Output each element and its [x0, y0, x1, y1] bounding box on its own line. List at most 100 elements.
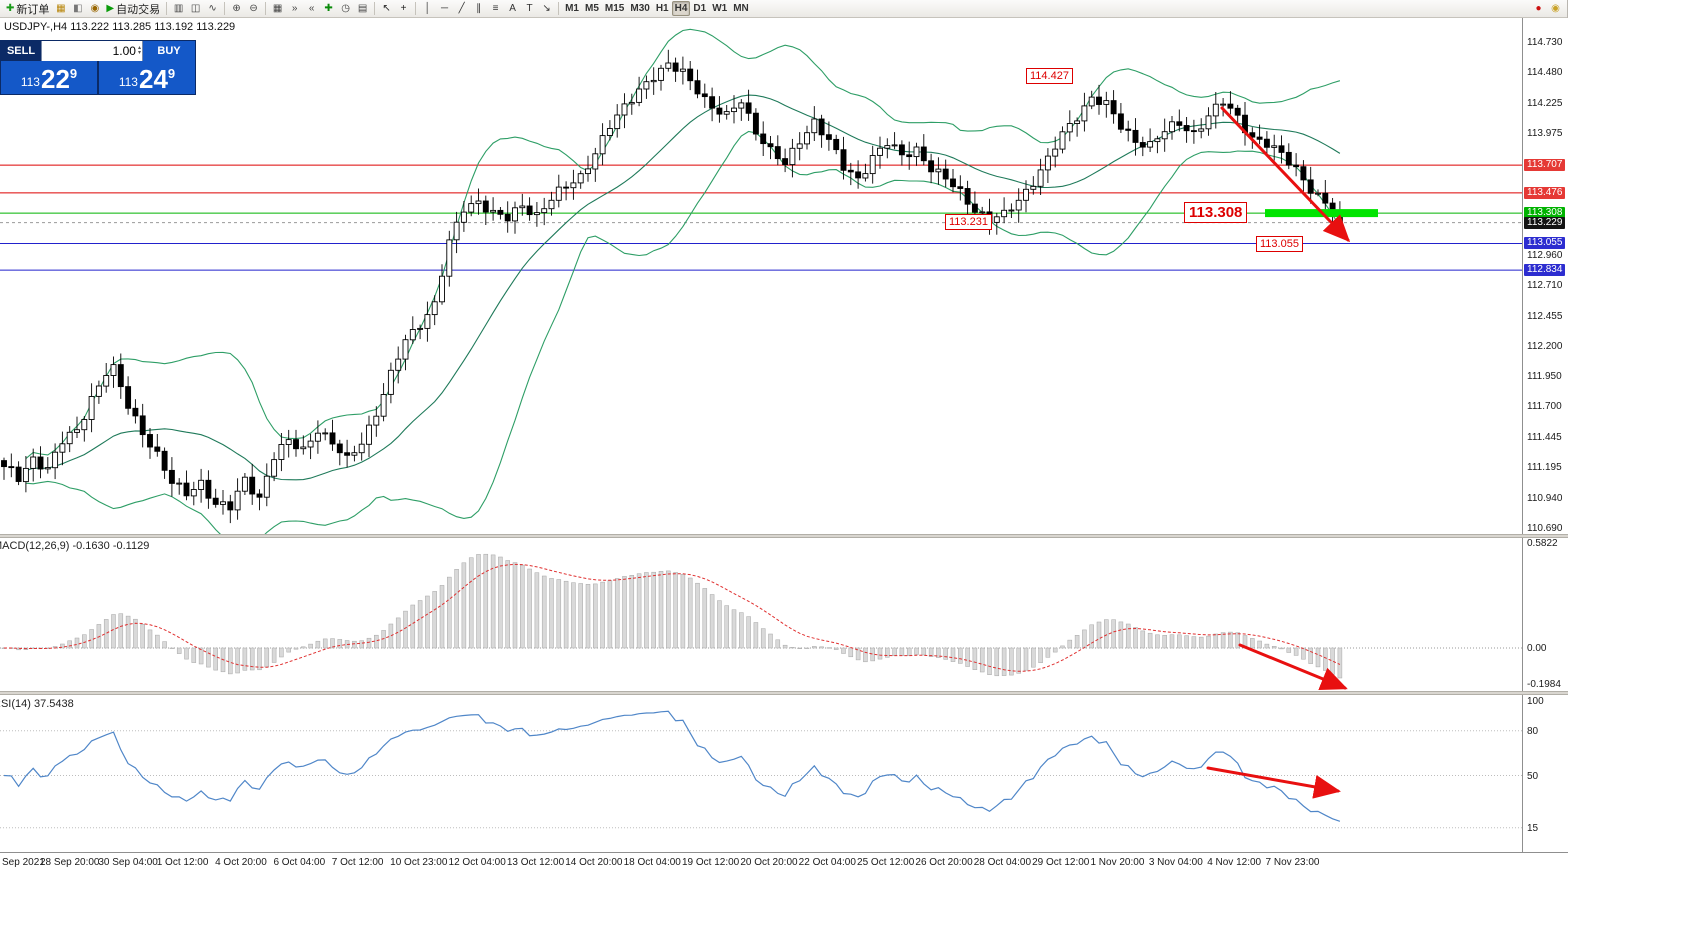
price-callout[interactable]: 113.055	[1256, 236, 1303, 252]
price-tick-label: 112.710	[1527, 279, 1563, 291]
tf-h1-label: H1	[655, 3, 669, 14]
trend-arrow[interactable]	[1206, 766, 1341, 799]
toolbar-horizontal-line[interactable]: ─	[436, 1, 453, 16]
price-tick-label: 114.480	[1527, 67, 1563, 79]
volume-spinner[interactable]: ▴ ▾	[137, 45, 141, 56]
macd-canvas[interactable]	[0, 538, 1522, 691]
price-badge-113.476: 113.476	[1524, 186, 1566, 199]
templates-icon: ▤	[357, 2, 368, 14]
toolbar-line-chart-type[interactable]: ∿	[204, 1, 221, 16]
toolbar-tf-h1[interactable]: H1	[653, 1, 672, 16]
buy-button[interactable]: BUY	[143, 41, 195, 61]
trend-arrow[interactable]	[1220, 106, 1351, 243]
price-axis[interactable]: 114.730 114.480 114.225 113.975 112.960 112.7…	[1522, 18, 1568, 852]
spinner-down-icon[interactable]: ▾	[137, 50, 141, 56]
ask-pips: 24	[138, 64, 168, 94]
spinner-up-icon[interactable]: ▴	[137, 45, 141, 51]
tf-mn-label: MN	[733, 3, 749, 14]
ask-big-figure: 113	[118, 75, 138, 89]
rsi-axis-label: 50	[1527, 770, 1539, 782]
toolbar-tf-h4[interactable]: H4	[671, 1, 691, 16]
zoom-in-icon: ⊕	[232, 2, 241, 14]
macd-panel	[0, 538, 1522, 691]
time-tick-label: 10 Oct 23:00	[390, 857, 448, 868]
rsi-canvas[interactable]	[0, 695, 1522, 852]
toolbar-tf-m15[interactable]: M15	[602, 1, 627, 16]
toolbar-bar-chart-type[interactable]: ▥	[170, 1, 187, 16]
ask-price-tile[interactable]: 113 24 9	[99, 61, 195, 94]
price-callout[interactable]: 114.427	[1026, 68, 1073, 84]
bid-price-tile[interactable]: 113 22 9	[1, 61, 97, 94]
time-tick-label: 13 Oct 12:00	[506, 857, 565, 868]
toolbar-zoom-out[interactable]: ⊖	[245, 1, 262, 16]
toolbar-text[interactable]: A	[504, 1, 521, 16]
toolbar-auto-trading[interactable]: ▶ 自动交易	[103, 1, 163, 16]
toolbar-tf-w1[interactable]: W1	[709, 1, 730, 16]
time-tick-label: 12 Oct 04:00	[448, 857, 506, 868]
toolbar-profiles[interactable]: ◧	[69, 1, 86, 16]
toolbar-alerts[interactable]: ◉	[86, 1, 103, 16]
bollinger-middle-band	[25, 94, 1341, 481]
trend-arrow[interactable]	[1238, 643, 1348, 691]
panel-divider[interactable]	[0, 691, 1568, 695]
tile-windows-icon: ▦	[272, 2, 283, 14]
time-tick-label: 6 Oct 04:00	[273, 857, 326, 868]
toolbar-auto-scroll[interactable]: »	[286, 1, 303, 16]
toolbar-record[interactable]: ●	[1530, 1, 1547, 16]
toolbar-arrows-tool[interactable]: ↘	[538, 1, 555, 16]
toolbar-tf-d1[interactable]: D1	[690, 1, 709, 16]
toolbar-zoom-in[interactable]: ⊕	[228, 1, 245, 16]
toolbar-equidistant-channel[interactable]: ∥	[470, 1, 487, 16]
time-axis[interactable]: Sep 2021 28 Sep 20:00 30 Sep 04:00 1 Oct 12…	[0, 852, 1568, 871]
toolbar-templates[interactable]: ▤	[354, 1, 371, 16]
time-tick-label: 26 Oct 20:00	[915, 857, 973, 868]
time-tick-label: 25 Oct 12:00	[857, 857, 915, 868]
toolbar-trendline[interactable]: ╱	[453, 1, 470, 16]
price-tick-label: 113.975	[1527, 127, 1563, 139]
toolbar-tile-windows[interactable]: ▦	[269, 1, 286, 16]
time-tick-label: 28 Oct 04:00	[973, 857, 1032, 868]
toolbar-status[interactable]: ◉	[1547, 1, 1564, 16]
price-callout[interactable]: 113.231	[945, 214, 992, 230]
toolbar-cursor[interactable]: ↖	[378, 1, 395, 16]
candles	[1, 49, 1343, 524]
price-badge-113.308: 113.308	[1524, 207, 1566, 220]
toolbar-tf-m30[interactable]: M30	[627, 1, 652, 16]
toolbar-add-indicator[interactable]: ✚	[320, 1, 337, 16]
time-tick-label: 28 Sep 20:00	[40, 857, 100, 868]
price-tick-label: 112.455	[1527, 310, 1563, 322]
rsi-line	[3, 710, 1341, 822]
profiles-icon: ◧	[73, 2, 83, 14]
toolbar-new-chart[interactable]: ▦	[52, 1, 69, 16]
toolbar-tf-mn[interactable]: MN	[730, 1, 752, 16]
toolbar-candle-chart-type[interactable]: ◫	[187, 1, 204, 16]
toolbar-new-order[interactable]: ✚ 新订单	[3, 1, 52, 16]
macd-signal-line	[4, 563, 1341, 672]
new-chart-icon: ▦	[56, 2, 66, 14]
panel-divider[interactable]	[0, 534, 1568, 538]
macd-axis-label: -0.1984	[1527, 678, 1561, 690]
trendline-icon: ╱	[458, 2, 465, 14]
time-tick-label: 29 Oct 12:00	[1032, 857, 1090, 868]
price-tick-label: 111.195	[1527, 462, 1562, 474]
toolbar-tf-m5[interactable]: M5	[582, 1, 602, 16]
price-badge-113.707: 113.707	[1524, 159, 1566, 172]
toolbar-vertical-line[interactable]: │	[419, 1, 436, 16]
bid-point: 9	[69, 66, 78, 81]
main-chart-canvas[interactable]	[0, 18, 1522, 534]
volume-input[interactable]: 1.00 ▴ ▾	[41, 41, 143, 61]
toolbar-crosshair[interactable]: +	[395, 1, 412, 16]
toolbar-fibonacci[interactable]: ≡	[487, 1, 504, 16]
price-callout[interactable]: 113.308	[1184, 202, 1248, 223]
tf-m30-label: M30	[630, 3, 650, 14]
toolbar-periods[interactable]: ◷	[337, 1, 354, 16]
toolbar-tf-m1[interactable]: M1	[562, 1, 582, 16]
toolbar-separator	[166, 2, 168, 15]
time-tick-label: 7 Oct 12:00	[331, 857, 384, 868]
alerts-icon: ◉	[90, 2, 100, 14]
sell-button[interactable]: SELL	[1, 41, 41, 61]
price-badge-112.834: 112.834	[1524, 264, 1566, 277]
toolbar-text-label[interactable]: T	[521, 1, 538, 16]
auto-scroll-icon: »	[291, 2, 298, 14]
toolbar-chart-shift[interactable]: «	[303, 1, 320, 16]
